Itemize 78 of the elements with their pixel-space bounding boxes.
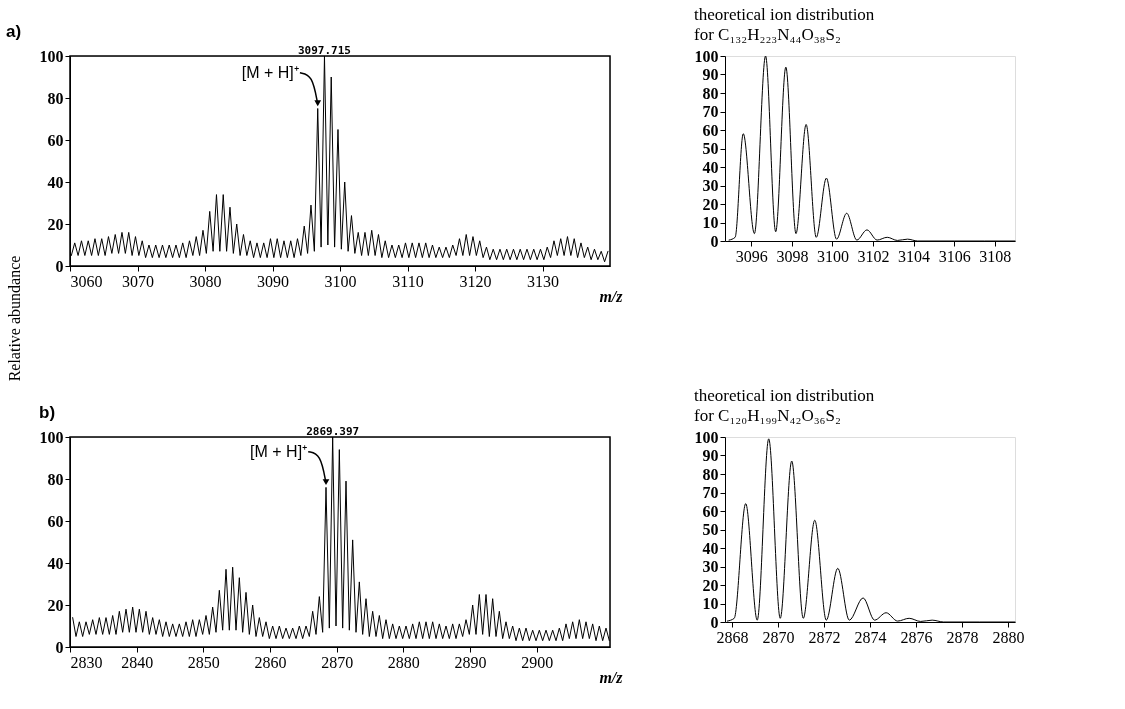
- y-tick-label: 100: [39, 428, 64, 446]
- x-tick-label: 3100: [816, 247, 849, 265]
- y-tick-label: 0: [710, 613, 719, 631]
- x-tick-label: 2830: [70, 653, 103, 671]
- x-tick-label: 3106: [938, 247, 971, 265]
- x-axis-title: m/z: [599, 287, 624, 305]
- chart-title: theoretical ion distribution: [694, 5, 875, 24]
- y-tick-label: 100: [39, 47, 64, 65]
- y-tick-label: 90: [702, 66, 719, 83]
- y-tick-label: 30: [702, 558, 719, 575]
- x-tick-label: 3130: [527, 272, 559, 290]
- annotation: [M + H]⁺: [250, 442, 308, 460]
- y-tick-label: 70: [702, 103, 719, 120]
- x-tick-label: 3108: [979, 247, 1012, 265]
- y-tick-label: 60: [47, 512, 64, 530]
- x-tick-label: 3060: [70, 272, 103, 290]
- annotation: 3097.715: [297, 44, 351, 57]
- y-tick-label: 100: [694, 47, 719, 65]
- x-tick-label: 3098: [776, 247, 809, 265]
- x-tick-label: 3096: [735, 247, 768, 265]
- y-tick-label: 30: [702, 177, 719, 194]
- y-axis-title: Relative abundance: [5, 255, 23, 382]
- y-tick-label: 60: [47, 131, 64, 149]
- y-tick-label: 0: [710, 232, 719, 250]
- chart-subtitle: for C₁₃₂H₂₂₃N₄₄O₃₈S₂: [694, 25, 841, 44]
- x-tick-label: 3090: [257, 272, 289, 290]
- y-tick-label: 80: [47, 89, 64, 107]
- x-axis-title: m/z: [599, 668, 624, 686]
- x-tick-label: 2880: [992, 628, 1025, 646]
- x-tick-label: 3080: [189, 272, 222, 290]
- y-tick-label: 40: [47, 554, 64, 572]
- x-tick-label: 2872: [808, 628, 841, 646]
- y-tick-label: 20: [702, 195, 719, 213]
- y-tick-label: 90: [702, 447, 719, 464]
- x-tick-label: 2876: [900, 628, 933, 646]
- y-tick-label: 50: [702, 140, 719, 157]
- y-tick-label: 0: [55, 638, 64, 656]
- x-tick-label: 2878: [946, 628, 979, 646]
- x-tick-label: 2840: [121, 653, 154, 671]
- x-tick-label: 3120: [459, 272, 492, 290]
- x-tick-label: 3102: [857, 247, 890, 265]
- y-tick-label: 40: [702, 158, 719, 176]
- x-tick-label: 3070: [122, 272, 154, 290]
- chart-subtitle: for C₁₂₀H₁₉₉N₄₂O₃₆S₂: [694, 406, 841, 425]
- y-tick-label: 50: [702, 521, 719, 538]
- x-tick-label: 2874: [854, 628, 887, 646]
- y-tick-label: 20: [702, 576, 719, 594]
- chart-title: a): [6, 22, 22, 41]
- y-tick-label: 80: [702, 84, 719, 102]
- x-tick-label: 2880: [387, 653, 420, 671]
- y-tick-label: 10: [702, 595, 719, 612]
- y-tick-label: 40: [702, 539, 719, 557]
- y-tick-label: 10: [702, 214, 719, 231]
- y-tick-label: 40: [47, 173, 64, 191]
- annotation: [M + H]⁺: [241, 63, 299, 81]
- x-tick-label: 2868: [716, 628, 749, 646]
- x-tick-label: 2860: [254, 653, 287, 671]
- x-tick-label: 2900: [521, 653, 554, 671]
- y-tick-label: 70: [702, 484, 719, 501]
- chart-title: b): [39, 403, 56, 422]
- x-tick-label: 2850: [187, 653, 220, 671]
- y-tick-label: 80: [702, 465, 719, 483]
- x-tick-label: 2870: [321, 653, 354, 671]
- y-tick-label: 20: [47, 215, 64, 233]
- x-tick-label: 3104: [898, 247, 931, 265]
- x-tick-label: 3110: [392, 272, 424, 290]
- y-tick-label: 60: [702, 502, 719, 520]
- line-series: [70, 55, 609, 263]
- chart-title: theoretical ion distribution: [694, 386, 875, 405]
- y-tick-label: 100: [694, 428, 719, 446]
- x-tick-label: 2890: [454, 653, 487, 671]
- x-tick-label: 2870: [762, 628, 795, 646]
- y-tick-label: 20: [47, 596, 64, 614]
- y-tick-label: 60: [702, 121, 719, 139]
- x-tick-label: 3100: [324, 272, 357, 290]
- annotation: 2869.397: [306, 425, 360, 438]
- y-tick-label: 80: [47, 470, 64, 488]
- y-tick-label: 0: [55, 257, 64, 275]
